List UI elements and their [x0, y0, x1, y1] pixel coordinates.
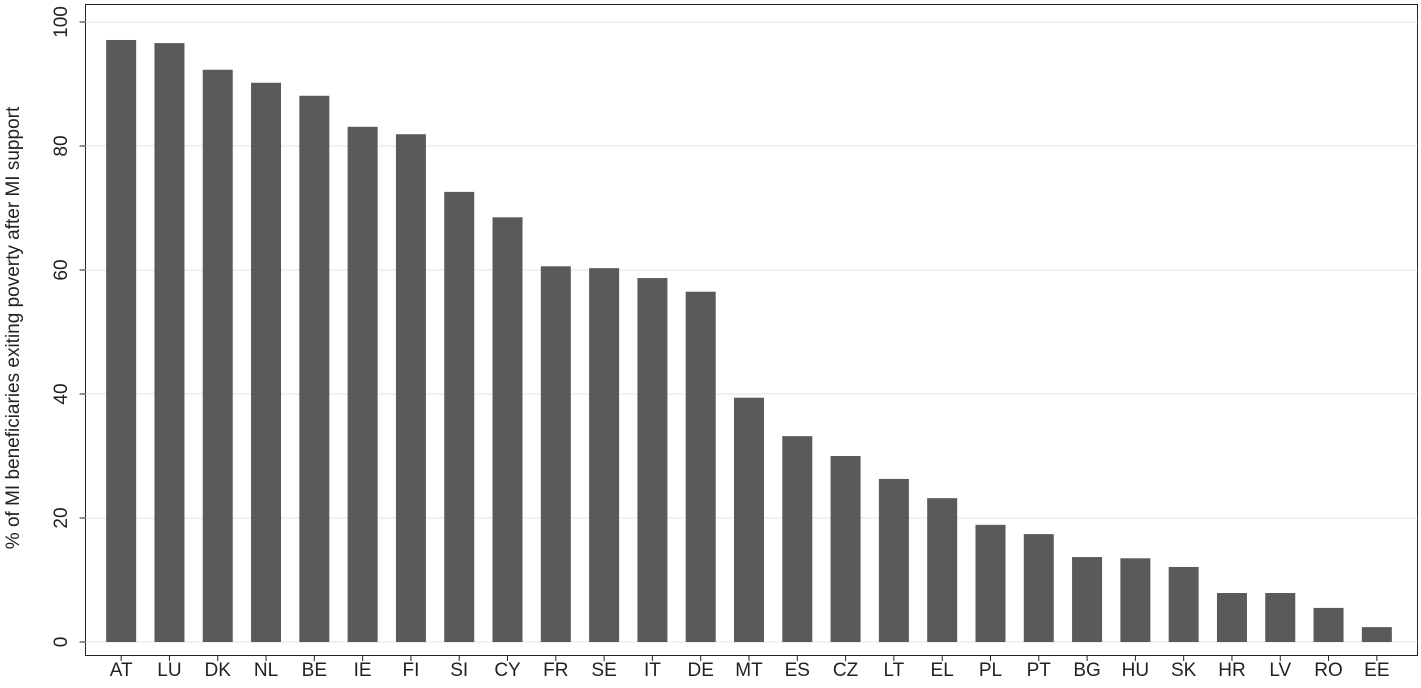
y-tick-label: 60 — [51, 259, 72, 280]
x-tick-label: PL — [979, 660, 1002, 681]
bar — [782, 436, 813, 642]
bar — [685, 291, 716, 642]
x-tick-label: EE — [1364, 660, 1389, 681]
x-tick-label: RO — [1314, 660, 1343, 681]
x-tick-label: CZ — [833, 660, 859, 681]
bar — [1023, 534, 1054, 642]
bar — [1216, 593, 1247, 642]
x-tick-label: LV — [1269, 660, 1291, 681]
bar — [492, 217, 523, 643]
bar — [589, 268, 620, 642]
x-tick-label: NL — [254, 660, 278, 681]
bar — [444, 191, 475, 642]
x-tick-label: FR — [543, 660, 568, 681]
x-tick-label: BE — [302, 660, 327, 681]
x-tick-label: HU — [1122, 660, 1149, 681]
bar — [1168, 566, 1199, 642]
x-tick-label: LU — [157, 660, 181, 681]
x-tick-label: HR — [1218, 660, 1245, 681]
bar — [1072, 557, 1103, 642]
x-tick-label: ES — [785, 660, 810, 681]
y-tick-label: 0 — [51, 637, 72, 648]
bar — [1120, 558, 1151, 642]
x-tick-label: EL — [931, 660, 954, 681]
bar — [540, 266, 571, 642]
x-tick-label: MT — [735, 660, 763, 681]
y-axis-title: % of MI beneficiaries exiting poverty af… — [3, 106, 24, 549]
x-tick-label: SK — [1171, 660, 1197, 681]
y-tick-label: 100 — [51, 6, 72, 38]
x-tick-label: IT — [644, 660, 661, 681]
bar — [347, 126, 378, 642]
bar — [1265, 593, 1296, 642]
x-tick-label: CY — [494, 660, 521, 681]
bar — [878, 478, 909, 642]
x-tick-label: DK — [205, 660, 232, 681]
bar — [975, 524, 1006, 642]
bar — [154, 43, 185, 642]
bar — [830, 456, 861, 642]
x-tick-label: PT — [1027, 660, 1052, 681]
x-tick-label: FI — [402, 660, 419, 681]
y-tick-label: 20 — [51, 507, 72, 528]
bar — [106, 39, 137, 643]
x-tick-label: BG — [1073, 660, 1100, 681]
x-tick-label: SI — [450, 660, 468, 681]
bar — [927, 498, 958, 642]
bar — [1313, 607, 1344, 642]
bar — [251, 82, 282, 642]
bar — [299, 95, 330, 642]
x-tick-label: SE — [591, 660, 616, 681]
x-tick-label: DE — [688, 660, 714, 681]
bar — [202, 69, 233, 643]
x-tick-label: AT — [110, 660, 133, 681]
x-tick-label: LT — [884, 660, 905, 681]
x-tick-label: IE — [354, 660, 372, 681]
plot-frame — [85, 4, 1418, 656]
y-tick-label: 80 — [51, 135, 72, 156]
y-tick-label: 40 — [51, 383, 72, 404]
bar — [734, 397, 764, 642]
bar — [637, 278, 668, 642]
bar — [395, 134, 426, 642]
bar — [1361, 627, 1392, 642]
